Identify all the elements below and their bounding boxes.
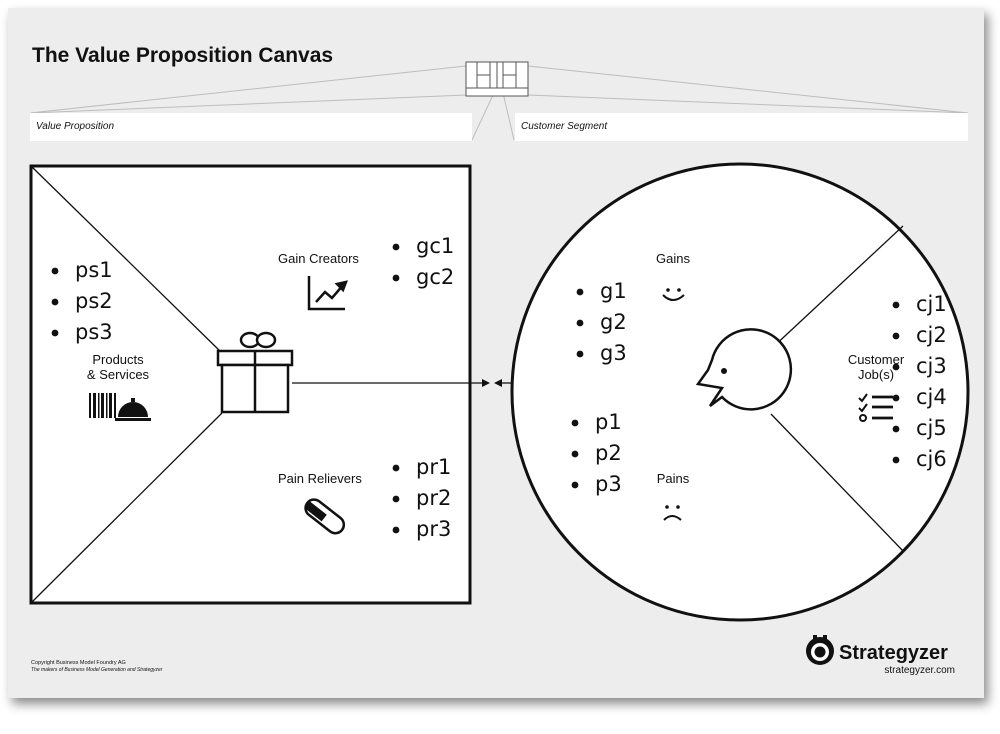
rising-chart-icon xyxy=(307,276,348,311)
barcode-cloche-icon xyxy=(89,393,151,421)
pains-list: p1 p2 p3 xyxy=(571,410,622,496)
products-services-label: Products xyxy=(92,352,144,367)
products-services-label: & Services xyxy=(87,367,150,382)
list-item: cj3 xyxy=(916,354,947,378)
strategyzer-logo-icon xyxy=(806,635,834,665)
bullet-icon xyxy=(892,363,900,371)
bullet-icon xyxy=(576,350,584,358)
pain-relievers-list: pr1 pr2 pr3 xyxy=(392,455,451,541)
bullet-icon xyxy=(392,243,400,251)
list-item: cj5 xyxy=(916,416,947,440)
bullet-icon xyxy=(571,450,579,458)
gains-list: g1 g2 g3 xyxy=(576,279,627,365)
list-item: p1 xyxy=(595,410,622,434)
bullet-icon xyxy=(51,298,59,306)
list-item: ps1 xyxy=(75,258,113,282)
brand-name[interactable]: Strategyzer xyxy=(839,642,948,664)
brand-url-link[interactable]: strategyzer.com xyxy=(884,665,955,676)
list-item: g2 xyxy=(600,310,627,334)
arrow-head-icon xyxy=(482,379,490,387)
list-item: ps3 xyxy=(75,320,113,344)
bullet-icon xyxy=(392,464,400,472)
customer-segment-header xyxy=(515,113,968,141)
mini-canvas-icon xyxy=(465,61,529,97)
list-item: g3 xyxy=(600,341,627,365)
bullet-icon xyxy=(576,288,584,296)
checklist-icon xyxy=(858,393,893,422)
customer-jobs-label: Customer xyxy=(848,352,905,367)
list-item: g1 xyxy=(600,279,627,303)
list-item: p3 xyxy=(595,472,622,496)
bullet-icon xyxy=(892,394,900,402)
list-item: cj4 xyxy=(916,385,947,409)
list-item: pr1 xyxy=(416,455,451,479)
smiley-icon xyxy=(662,288,685,301)
customer-jobs-list: cj1 cj2 cj3 cj4 cj5 cj6 xyxy=(892,292,947,471)
pains-label: Pains xyxy=(657,471,690,486)
list-item: p2 xyxy=(595,441,622,465)
list-item: ps2 xyxy=(75,289,113,313)
copyright-text: Copyright Business Model Foundry AG xyxy=(31,660,126,666)
customer-profile-divider xyxy=(770,413,905,553)
gain-creators-label: Gain Creators xyxy=(278,251,359,266)
gift-icon xyxy=(216,331,294,414)
bullet-icon xyxy=(892,301,900,309)
bullet-icon xyxy=(392,274,400,282)
sad-face-icon xyxy=(663,505,682,521)
value-map-divider xyxy=(30,412,223,604)
bullet-icon xyxy=(892,332,900,340)
pain-relievers-label: Pain Relievers xyxy=(278,471,362,486)
page-title: The Value Proposition Canvas xyxy=(32,44,333,67)
customer-jobs-label: Job(s) xyxy=(858,367,894,382)
bullet-icon xyxy=(892,456,900,464)
list-item: pr3 xyxy=(416,517,451,541)
arrow-head-icon xyxy=(494,379,502,387)
bullet-icon xyxy=(571,419,579,427)
value-proposition-header xyxy=(30,113,472,141)
bullet-icon xyxy=(571,481,579,489)
list-item: cj6 xyxy=(916,447,947,471)
bullet-icon xyxy=(51,267,59,275)
list-item: pr2 xyxy=(416,486,451,510)
mini-canvas-thumbnail xyxy=(29,65,969,141)
gains-label: Gains xyxy=(656,251,690,266)
products-services-list: ps1 ps2 ps3 xyxy=(51,258,113,344)
face-profile-icon xyxy=(695,328,793,411)
customer-segment-header-label: Customer Segment xyxy=(521,121,608,132)
bullet-icon xyxy=(576,319,584,327)
value-map-divider xyxy=(30,165,223,354)
pill-icon xyxy=(304,498,346,535)
customer-profile-divider xyxy=(770,225,904,350)
bullet-icon xyxy=(392,495,400,503)
bullet-icon xyxy=(392,526,400,534)
list-item: gc2 xyxy=(416,265,454,289)
value-proposition-header-label: Value Proposition xyxy=(36,121,114,132)
bullet-icon xyxy=(892,425,900,433)
tagline-text: The makers of Business Model Generation … xyxy=(31,667,163,673)
bullet-icon xyxy=(51,329,59,337)
list-item: gc1 xyxy=(416,234,454,258)
list-item: cj1 xyxy=(916,292,947,316)
list-item: cj2 xyxy=(916,323,947,347)
